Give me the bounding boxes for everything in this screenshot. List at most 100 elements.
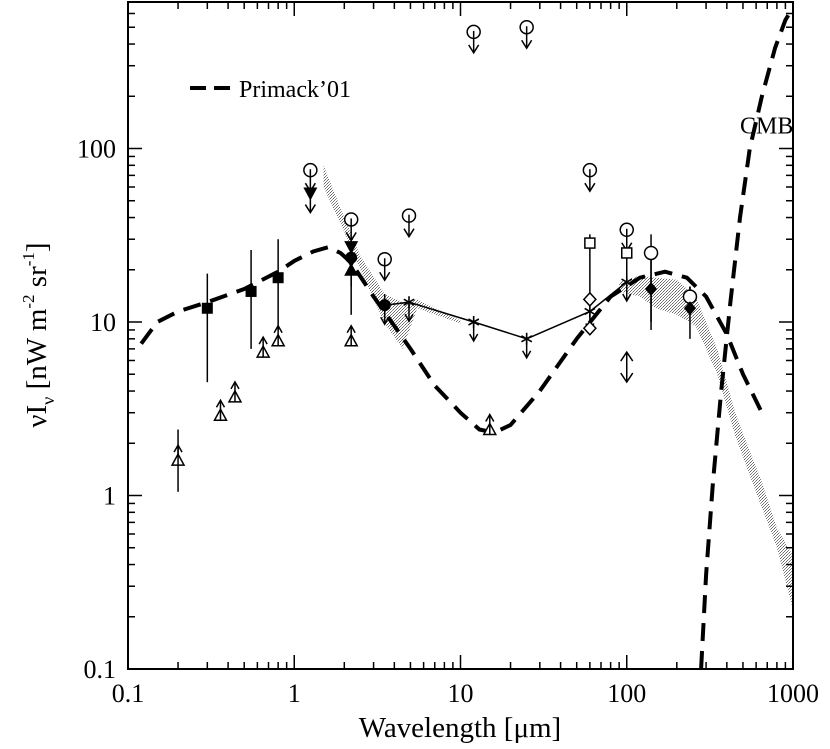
y-label-units-open: [nW m bbox=[21, 308, 53, 397]
legend-label: Primack’01 bbox=[239, 77, 351, 103]
filled-square-marker bbox=[272, 272, 284, 284]
diamond-shape bbox=[683, 301, 696, 316]
shaded-band bbox=[323, 165, 461, 349]
arrow-head bbox=[173, 443, 183, 453]
open-circle-downarrow-marker bbox=[401, 208, 417, 239]
open-circle-marker bbox=[682, 289, 698, 304]
open-circle-downarrow-marker bbox=[343, 212, 359, 242]
open-triangle-uparrow-marker bbox=[213, 398, 228, 422]
circle-shape bbox=[682, 289, 698, 304]
open-circle-downarrow-marker bbox=[582, 162, 598, 193]
legend: Primack’01 bbox=[190, 77, 351, 103]
filled-square-marker bbox=[201, 302, 213, 314]
plot-frame bbox=[127, 1, 794, 670]
square-shape bbox=[621, 247, 633, 259]
arrow-head bbox=[304, 182, 316, 193]
open-circle-downarrow-marker bbox=[519, 19, 534, 50]
y-label-sub: ν bbox=[38, 397, 58, 405]
square-shape bbox=[272, 272, 284, 284]
arrow-head bbox=[404, 313, 414, 323]
open-circle-downarrow-marker bbox=[466, 24, 481, 55]
filled-triangle-marker bbox=[344, 262, 359, 276]
filled-circle-marker bbox=[378, 299, 391, 312]
x-tick-label: 100 bbox=[607, 679, 646, 708]
arrow-head bbox=[345, 232, 357, 242]
asterisk-stroke bbox=[584, 307, 596, 316]
arrow-head bbox=[230, 380, 240, 390]
arrow-head bbox=[215, 398, 226, 408]
circle-shape bbox=[643, 245, 659, 261]
arrow-head-up bbox=[620, 350, 634, 362]
arrow-head bbox=[379, 271, 391, 282]
y-label-exp1: -2 bbox=[19, 294, 38, 308]
arrow-head bbox=[521, 39, 533, 50]
open-triangle-uparrow-marker bbox=[343, 324, 359, 347]
filled-diamond-marker bbox=[645, 281, 658, 296]
y-axis-label: νIν [nW m-2 sr-1] bbox=[19, 242, 58, 427]
primack-model-curve bbox=[139, 245, 764, 435]
y-label-units-close: ] bbox=[21, 242, 53, 252]
square-shape bbox=[584, 237, 596, 249]
arrow-head bbox=[273, 324, 283, 334]
arrow-head bbox=[485, 413, 495, 422]
open-triangle-uparrow-marker bbox=[482, 413, 498, 436]
arrow-head bbox=[584, 182, 596, 193]
open-circle-downarrow-marker bbox=[377, 251, 392, 282]
arrow-head bbox=[258, 335, 268, 345]
ebl-estimate-line bbox=[384, 281, 628, 340]
filled-square-marker bbox=[245, 285, 257, 297]
arrow-head bbox=[346, 324, 356, 334]
asterisk-stroke bbox=[521, 335, 533, 343]
diamond-shape bbox=[582, 320, 597, 336]
model-curves bbox=[139, 6, 793, 669]
open-triangle-uparrow-marker bbox=[170, 443, 186, 466]
triangle-shape bbox=[344, 262, 359, 276]
open-triangle-uparrow-marker bbox=[255, 335, 271, 358]
y-tick-label: 10 bbox=[90, 308, 116, 337]
open-diamond-marker bbox=[582, 320, 597, 336]
cmb-annotation: CMB bbox=[740, 114, 793, 140]
asterisk-marker bbox=[403, 296, 415, 323]
asterisk-marker bbox=[521, 332, 533, 360]
square-shape bbox=[201, 302, 213, 314]
diamond-shape bbox=[582, 291, 597, 307]
arrow-head bbox=[345, 257, 357, 268]
asterisk-marker bbox=[621, 276, 633, 303]
asterisk-stroke bbox=[621, 278, 633, 286]
diamond-shape bbox=[645, 281, 658, 296]
open-triangle-uparrow-marker bbox=[227, 380, 243, 403]
x-tick-label: 1 bbox=[288, 679, 301, 708]
filled-diamond-marker bbox=[683, 301, 696, 316]
arrow-head-down bbox=[620, 372, 634, 384]
open-diamond-marker bbox=[582, 291, 597, 307]
cmb-curve bbox=[699, 6, 793, 669]
open-square-marker bbox=[621, 247, 633, 259]
filled-triangle-down-marker bbox=[344, 241, 359, 268]
arrow-head bbox=[403, 228, 415, 239]
square-shape bbox=[245, 285, 257, 297]
open-square-marker bbox=[584, 237, 596, 249]
axis-ticks bbox=[127, 2, 794, 670]
shaded-band bbox=[619, 275, 793, 610]
x-tick-label: 10 bbox=[448, 679, 474, 708]
data-markers bbox=[170, 19, 698, 492]
arrow-head bbox=[522, 350, 532, 360]
y-tick-label: 100 bbox=[77, 135, 116, 164]
y-label-mid: sr bbox=[21, 266, 53, 295]
arrow-head bbox=[304, 204, 316, 214]
open-circle-downarrow-marker bbox=[303, 162, 318, 193]
double-arrow-marker bbox=[620, 350, 634, 384]
axis-tick-labels: 0.1 1 10 100 1000 0.1 1 10 100 bbox=[77, 135, 819, 709]
arrow-head bbox=[468, 44, 480, 55]
open-triangle-uparrow-marker bbox=[270, 324, 286, 347]
arrow-head bbox=[622, 293, 632, 303]
arrow-head bbox=[380, 316, 390, 326]
y-tick-label: 1 bbox=[103, 482, 116, 511]
y-label-main: νI bbox=[21, 405, 53, 428]
asterisk-stroke bbox=[468, 318, 480, 326]
y-tick-label: 0.1 bbox=[84, 655, 117, 684]
asterisk-stroke bbox=[403, 298, 415, 306]
circle-shape bbox=[378, 299, 391, 312]
filled-triangle-down-marker bbox=[303, 187, 318, 214]
